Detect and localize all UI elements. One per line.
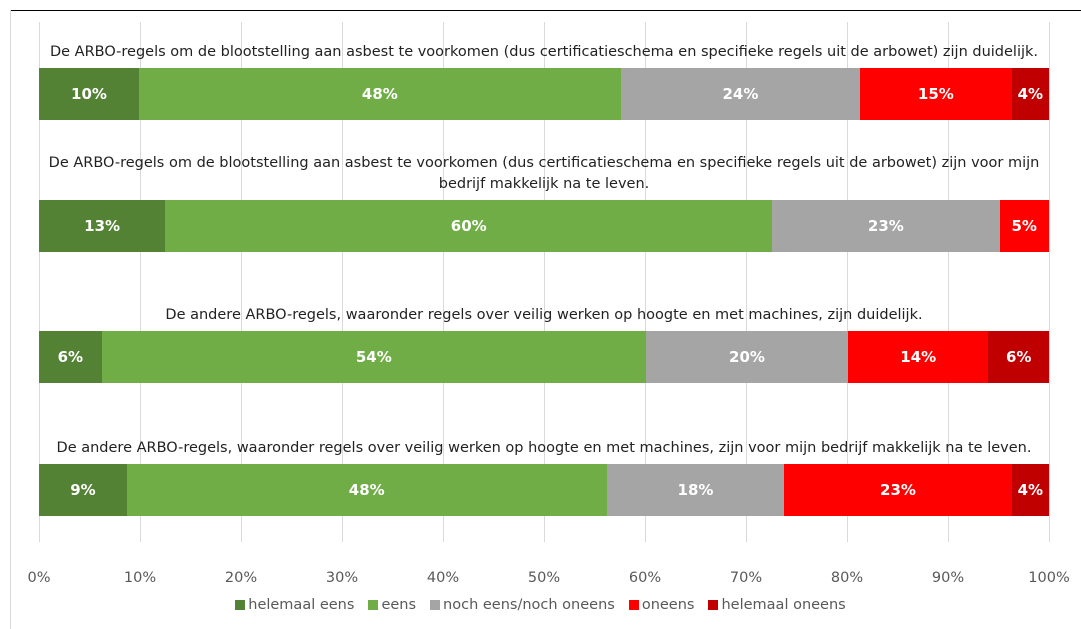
bar-segment: 54% xyxy=(101,331,646,383)
legend-label: helemaal oneens xyxy=(721,597,846,613)
bar-segment: 20% xyxy=(646,331,848,383)
x-tick-label: 80% xyxy=(830,570,864,586)
data-label: 6% xyxy=(57,348,84,366)
x-tick-label: 60% xyxy=(628,570,662,586)
bar-segment: 48% xyxy=(138,68,621,120)
grid-line xyxy=(947,22,949,542)
data-label: 48% xyxy=(348,481,385,499)
legend-item: noch eens/noch oneens xyxy=(430,597,615,613)
x-tick-label: 70% xyxy=(729,570,763,586)
bar-segment: 6% xyxy=(39,331,102,383)
bar-segment: 24% xyxy=(620,68,861,120)
grid-line xyxy=(139,22,141,542)
bar-segment: 9% xyxy=(39,464,127,516)
bar-segment: 60% xyxy=(165,200,773,252)
data-label: 54% xyxy=(355,348,392,366)
legend: helemaal eens eens noch eens/noch oneens on… xyxy=(0,597,1081,613)
legend-item: eens xyxy=(368,597,416,613)
grid-line xyxy=(442,22,444,542)
data-label: 10% xyxy=(71,85,107,103)
x-tick-label: 30% xyxy=(325,570,359,586)
bar-segment: 6% xyxy=(988,331,1049,383)
x-tick-label: 0% xyxy=(27,570,51,586)
question: De andere ARBO-regels, waaronder regels … xyxy=(56,440,1032,456)
legend-item: helemaal eens xyxy=(235,597,354,613)
frame-left xyxy=(10,10,11,629)
data-label: 18% xyxy=(677,481,714,499)
legend-label: eens xyxy=(381,597,417,613)
x-tick-label: 100% xyxy=(1028,570,1070,586)
grid-line xyxy=(341,22,343,542)
bar-segment: 15% xyxy=(860,68,1012,120)
data-label: 15% xyxy=(917,85,954,103)
bar-segment: 10% xyxy=(39,68,139,120)
legend-swatch xyxy=(628,600,639,610)
legend-swatch xyxy=(235,600,246,610)
x-tick-label: 50% xyxy=(527,570,561,586)
bar-segment: 18% xyxy=(606,464,785,516)
legend-item: oneens xyxy=(628,597,695,613)
legend-swatch xyxy=(708,600,719,610)
legend-label: oneens xyxy=(641,597,695,613)
x-tick-label: 20% xyxy=(224,570,258,586)
data-label: 23% xyxy=(867,217,904,235)
grid-line xyxy=(644,22,646,542)
data-label: 4% xyxy=(1017,85,1044,103)
grid-line xyxy=(543,22,545,542)
bar-segment: 13% xyxy=(39,200,166,252)
x-tick-label: 10% xyxy=(123,570,157,586)
grid-line xyxy=(846,22,848,542)
data-label: 60% xyxy=(450,217,487,235)
bar-segment: 48% xyxy=(126,464,607,516)
grid-line xyxy=(1048,22,1050,542)
x-tick-label: 90% xyxy=(931,570,965,586)
question: De ARBO-regels om de blootstelling aan a… xyxy=(48,155,1040,192)
legend-label: helemaal eens xyxy=(248,597,355,613)
grid-line xyxy=(240,22,242,542)
data-label: 20% xyxy=(729,348,765,366)
x-tick-label: 40% xyxy=(426,570,460,586)
data-label: 48% xyxy=(361,85,398,103)
bar-segment: 5% xyxy=(999,200,1049,252)
data-label: 5% xyxy=(1011,217,1037,235)
bar-segment: 4% xyxy=(1011,464,1049,516)
bar-segment: 23% xyxy=(784,464,1012,516)
data-label: 4% xyxy=(1017,481,1044,499)
legend-item: helemaal oneens xyxy=(708,597,846,613)
grid-line xyxy=(38,22,40,542)
data-label: 23% xyxy=(880,481,916,499)
legend-label: noch eens/noch oneens xyxy=(443,597,615,613)
data-label: 6% xyxy=(1005,348,1032,366)
frame-top xyxy=(10,10,1081,11)
question: De andere ARBO-regels, waaronder regels … xyxy=(165,307,923,323)
bar-segment: 14% xyxy=(848,331,989,383)
data-label: 14% xyxy=(900,348,937,366)
data-label: 9% xyxy=(70,481,96,499)
grid-line xyxy=(745,22,747,542)
question: De ARBO-regels om de blootstelling aan a… xyxy=(49,44,1039,60)
data-label: 13% xyxy=(84,217,121,235)
bar-segment: 23% xyxy=(772,200,1000,252)
legend-swatch xyxy=(368,600,379,610)
legend-swatch xyxy=(430,600,441,610)
bar-segment: 4% xyxy=(1011,68,1049,120)
data-label: 24% xyxy=(722,85,759,103)
